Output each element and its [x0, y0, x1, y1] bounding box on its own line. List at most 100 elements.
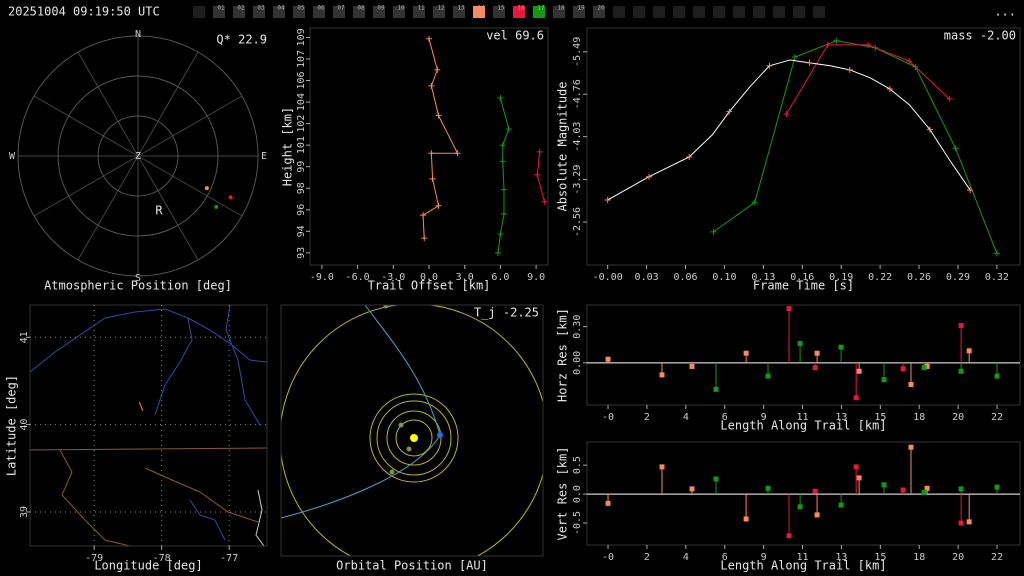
planet: [406, 446, 412, 452]
marker: [435, 112, 442, 119]
camera-label[interactable]: 02: [237, 5, 245, 12]
plot-frame: [309, 27, 549, 266]
more-menu[interactable]: ...: [994, 5, 1016, 19]
marker: [751, 199, 758, 206]
plot-frame: [29, 304, 268, 547]
camera-label[interactable]: 08: [357, 5, 365, 12]
x-axis-label: Frame Time [s]: [753, 279, 854, 293]
x-tick-label: 0.0: [420, 272, 438, 283]
camera-label[interactable]: 07: [337, 5, 345, 12]
marker: [908, 382, 914, 388]
x-tick-label: 0.19: [829, 272, 853, 283]
camera-box: [353, 6, 365, 18]
marker: [824, 41, 831, 48]
camera-label[interactable]: 03: [257, 5, 265, 12]
camera-box: [593, 6, 605, 18]
camera-slot: [793, 6, 805, 18]
river: [30, 308, 193, 416]
x-axis-label: Trail Offset [km]: [368, 279, 491, 293]
x-tick-label: 3.0: [456, 272, 474, 283]
camera-label[interactable]: 10: [397, 5, 405, 12]
y-tick-label: -2.56: [572, 207, 583, 237]
camera-label[interactable]: 12: [437, 5, 445, 12]
marker: [812, 488, 818, 494]
x-tick-label: 18: [913, 552, 925, 563]
x-tick-label: -6.0: [346, 272, 370, 283]
camera-box: [433, 6, 445, 18]
x-axis-label: Atmospheric Position [deg]: [44, 279, 232, 293]
camera-slot: [713, 6, 725, 18]
y-tick-label: 101: [296, 136, 307, 154]
x-tick-label: 20: [952, 412, 964, 423]
y-tick-label: 96: [296, 204, 307, 216]
marker: [786, 306, 792, 312]
x-tick-label: 2: [644, 412, 650, 423]
y-tick-label: 93: [296, 247, 307, 259]
camera-slot: [673, 6, 685, 18]
marker: [499, 142, 506, 149]
x-axis-label: Orbital Position [AU]: [336, 559, 488, 573]
series-line: [497, 97, 510, 253]
x-tick-label: 0.29: [946, 272, 970, 283]
camera-box: [493, 6, 505, 18]
y-tick-label: -4.03: [572, 122, 583, 152]
camera-label[interactable]: 16: [517, 5, 525, 12]
spoke: [137, 95, 243, 157]
camera-label[interactable]: 04: [277, 5, 285, 12]
camera-label[interactable]: 06: [317, 5, 325, 12]
y-tick-label: -0.5: [572, 511, 583, 535]
x-axis-label: Longitude [deg]: [94, 559, 202, 573]
camera-slot: [613, 6, 625, 18]
x-tick-label: 22: [991, 552, 1003, 563]
planet: [398, 422, 404, 428]
marker: [689, 363, 695, 369]
earth: [437, 432, 443, 438]
camera-slot: [733, 6, 745, 18]
marker: [966, 519, 972, 525]
marker: [765, 373, 771, 379]
y-axis-label: Absolute Magnitude: [556, 81, 570, 211]
x-axis-label: Length Along Trail [km]: [720, 419, 886, 433]
x-tick-label: 6.0: [491, 272, 509, 283]
marker: [906, 58, 913, 65]
camera-label[interactable]: 13: [457, 5, 465, 12]
x-tick-label: 9: [761, 552, 767, 563]
camera-label[interactable]: 17: [537, 5, 545, 12]
marker: [856, 368, 862, 374]
y-tick-label: 0.0: [572, 485, 583, 503]
marker: [967, 187, 974, 194]
plot-frame: [586, 304, 1021, 406]
camera-label[interactable]: 01: [217, 5, 225, 12]
marker: [743, 516, 749, 522]
marker: [900, 366, 906, 372]
marker: [420, 212, 427, 219]
series-line: [713, 40, 998, 254]
camera-label[interactable]: 09: [377, 5, 385, 12]
camera-label[interactable]: 20: [597, 5, 605, 12]
camera-label[interactable]: 18: [557, 5, 565, 12]
x-tick-label: 6: [722, 552, 728, 563]
border: [59, 449, 131, 546]
marker: [958, 322, 964, 328]
marker: [428, 150, 435, 157]
camera-label[interactable]: 11: [417, 5, 425, 12]
marker: [797, 341, 803, 347]
marker: [429, 175, 436, 182]
marker: [966, 348, 972, 354]
marker: [710, 228, 717, 235]
camera-label[interactable]: 15: [497, 5, 505, 12]
marker: [791, 54, 798, 61]
camera-label[interactable]: 19: [577, 5, 585, 12]
x-tick-label: 0.10: [712, 272, 736, 283]
camera-slot: [773, 6, 785, 18]
camera-label[interactable]: 14: [477, 5, 485, 12]
x-tick-label: 11: [797, 552, 809, 563]
marker: [924, 485, 930, 491]
marker: [686, 153, 693, 160]
y-tick-label: 0.00: [572, 351, 583, 375]
x-tick-label: -0: [602, 412, 614, 423]
camera-label[interactable]: 05: [297, 5, 305, 12]
series-line: [138, 401, 144, 411]
point: [214, 204, 219, 209]
y-axis-label: Horz Res [km]: [556, 308, 570, 402]
